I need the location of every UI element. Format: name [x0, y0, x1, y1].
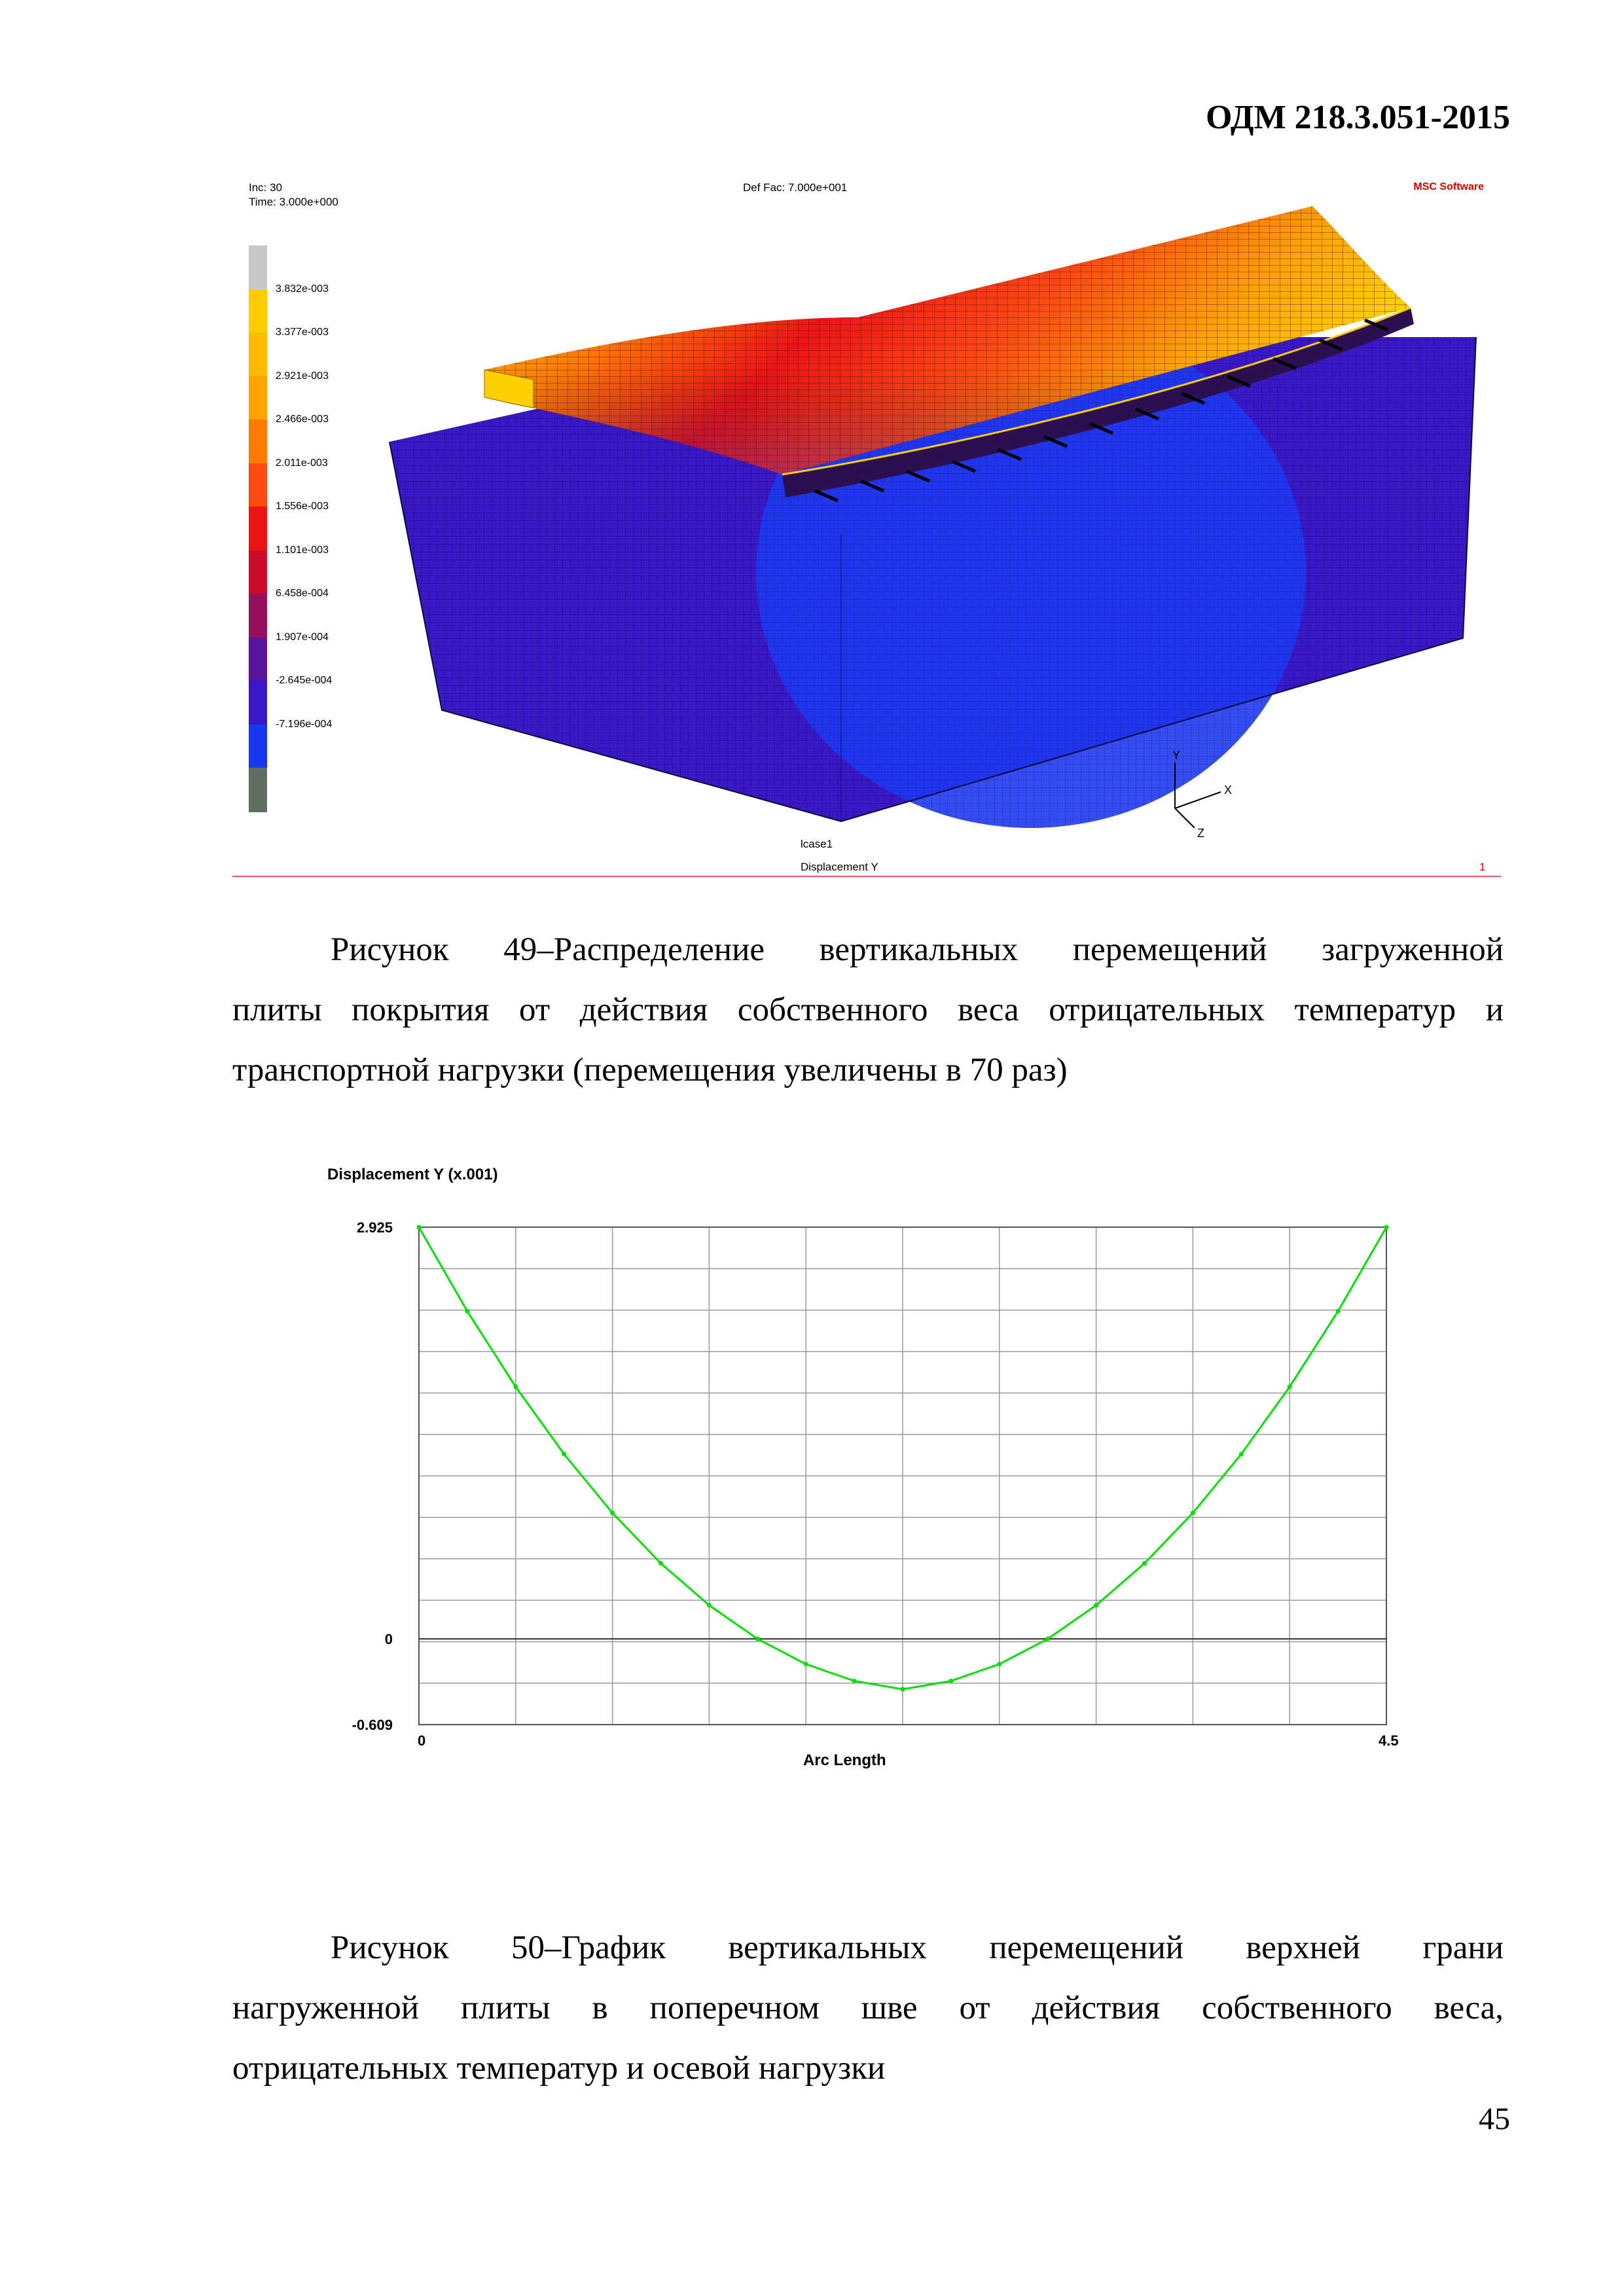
- chart-svg: Displacement Y (x.001) 2.925 0 -0.609 0 …: [327, 1166, 1399, 1769]
- axis-x-label: X: [1224, 783, 1232, 797]
- legend-label: -7.196e-004: [276, 718, 333, 730]
- color-legend: [249, 245, 267, 812]
- data-point: [1094, 1603, 1099, 1608]
- data-point: [900, 1687, 905, 1692]
- caption-line: нагруженной плиты в поперечном шве от де…: [232, 1990, 1504, 2026]
- axis-z-label: Z: [1197, 827, 1204, 840]
- data-point: [659, 1561, 663, 1566]
- data-point: [562, 1452, 567, 1457]
- data-point: [706, 1603, 712, 1608]
- legend-swatch: [249, 245, 267, 290]
- x-tick-label-start: 0: [418, 1732, 425, 1749]
- legend-swatch: [249, 724, 267, 769]
- legend-swatch: [249, 594, 267, 638]
- legend-swatch: [249, 420, 267, 464]
- data-point: [1238, 1452, 1244, 1457]
- figure50-caption: Рисунок 50–График вертикальных перемещен…: [232, 1918, 1504, 2098]
- data-point: [852, 1678, 857, 1683]
- y-tick-label-bottom: -0.609: [352, 1717, 393, 1733]
- result-name-label: Displacement Y: [801, 861, 878, 873]
- data-point: [1045, 1636, 1051, 1641]
- legend-label: -2.645e-004: [276, 675, 333, 687]
- x-axis-label: Arc Length: [803, 1751, 886, 1769]
- legend-label: 3.832e-003: [276, 283, 329, 295]
- caption-line: транспортной нагрузки (перемещения увели…: [232, 1052, 1068, 1088]
- time-label: Time: 3.000e+000: [249, 196, 338, 208]
- legend-label: 2.466e-003: [276, 414, 329, 425]
- legend-swatch: [249, 768, 267, 812]
- data-point: [1335, 1308, 1341, 1314]
- legend-swatch: [249, 507, 267, 551]
- fem-figure: Inc: 30 Time: 3.000e+000 Def Fac: 7.000e…: [232, 167, 1501, 884]
- legend-swatch: [249, 681, 267, 725]
- legend-label: 1.101e-003: [276, 544, 329, 556]
- caption-line: Рисунок 50–График вертикальных перемещен…: [331, 1929, 1504, 1966]
- lcase-label: lcase1: [801, 838, 833, 850]
- figure49-caption: Рисунок 49–Распределение вертикальных пе…: [232, 920, 1504, 1100]
- axis-triad: [1174, 762, 1221, 829]
- y-tick-label-zero: 0: [385, 1631, 393, 1647]
- legend-swatch: [249, 550, 267, 595]
- fem-model-render: Y X Z: [389, 206, 1477, 840]
- data-point: [997, 1662, 1002, 1667]
- data-point: [1190, 1511, 1195, 1516]
- data-point: [513, 1384, 518, 1390]
- data-point: [610, 1511, 615, 1516]
- data-point: [948, 1678, 954, 1683]
- legend-label: 2.011e-003: [276, 457, 328, 469]
- frame-number: 1: [1479, 861, 1486, 873]
- legend-swatch: [249, 463, 267, 508]
- figure-divider: [232, 876, 1501, 877]
- plot-frame: [418, 1227, 1387, 1725]
- inc-label: Inc: 30: [249, 181, 283, 194]
- data-point: [1384, 1225, 1389, 1230]
- legend-swatch: [249, 289, 267, 334]
- data-point: [803, 1662, 808, 1667]
- page-number: 45: [1479, 2102, 1510, 2136]
- msc-software-logo: MSC Software: [1413, 181, 1484, 192]
- legend-swatch: [249, 332, 267, 377]
- legend-swatch: [249, 637, 267, 682]
- y-tick-label-top: 2.925: [357, 1219, 393, 1236]
- axis-y-label: Y: [1172, 749, 1180, 762]
- legend-label: 2.921e-003: [276, 370, 329, 382]
- legend-label: 3.377e-003: [276, 327, 329, 338]
- chart-title: Displacement Y (x.001): [327, 1166, 498, 1183]
- data-point: [1142, 1561, 1147, 1566]
- legend-label: 1.556e-003: [276, 501, 329, 512]
- data-point: [1287, 1384, 1292, 1390]
- caption-line: плиты покрытия от действия собственного …: [232, 992, 1504, 1028]
- caption-line: отрицательных температур и осевой нагруз…: [232, 2050, 886, 2087]
- data-point: [416, 1225, 422, 1230]
- data-point: [755, 1636, 760, 1641]
- legend-swatch: [249, 376, 267, 421]
- data-point: [465, 1308, 470, 1314]
- header-doc-code: ОДМ 218.3.051-2015: [1205, 99, 1510, 136]
- displacement-chart: Displacement Y (x.001) 2.925 0 -0.609 0 …: [308, 1158, 1434, 1865]
- def-fac-label: Def Fac: 7.000e+001: [743, 181, 848, 194]
- caption-line: Рисунок 49–Распределение вертикальных пе…: [331, 931, 1504, 968]
- x-tick-label-end: 4.5: [1379, 1732, 1399, 1749]
- legend-label: 1.907e-004: [276, 631, 329, 643]
- legend-label: 6.458e-004: [276, 588, 329, 600]
